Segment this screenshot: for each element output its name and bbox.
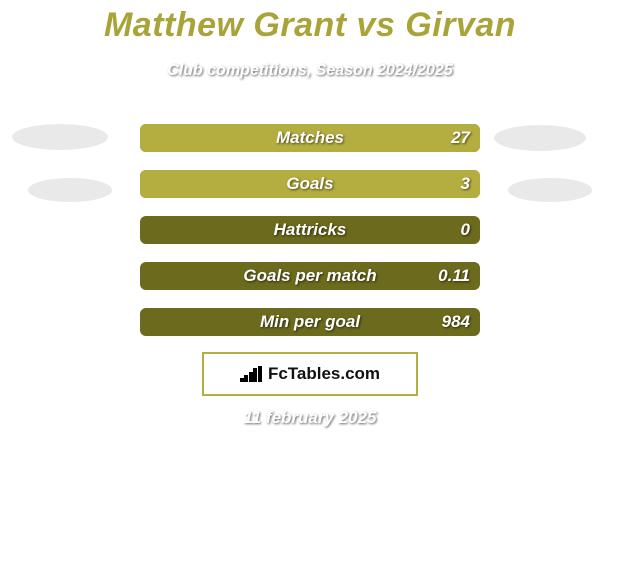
stat-row: Hattricks0 [140,216,480,244]
stat-value: 0 [461,216,470,244]
logo-bars-icon [240,366,262,382]
comparison-infographic: Matthew Grant vs Girvan Club competition… [0,0,620,580]
stat-label: Goals [140,170,480,198]
stat-row: Goals3 [140,170,480,198]
logo-text: FcTables.com [268,364,380,384]
stat-value: 0.11 [438,262,470,290]
decor-ellipse [494,125,586,151]
stat-label: Min per goal [140,308,480,336]
subtitle: Club competitions, Season 2024/2025 [0,62,620,80]
stat-row: Min per goal984 [140,308,480,336]
stat-label: Matches [140,124,480,152]
stat-label: Hattricks [140,216,480,244]
date-line: 11 february 2025 [0,408,620,428]
stat-row: Matches27 [140,124,480,152]
stat-value: 27 [451,124,470,152]
decor-ellipse [508,178,592,202]
stat-row: Goals per match0.11 [140,262,480,290]
decor-ellipse [12,124,108,150]
stat-value: 3 [461,170,470,198]
page-title: Matthew Grant vs Girvan [0,6,620,45]
stat-label: Goals per match [140,262,480,290]
stat-value: 984 [442,308,470,336]
decor-ellipse [28,178,112,202]
fctables-logo: FcTables.com [202,352,418,396]
